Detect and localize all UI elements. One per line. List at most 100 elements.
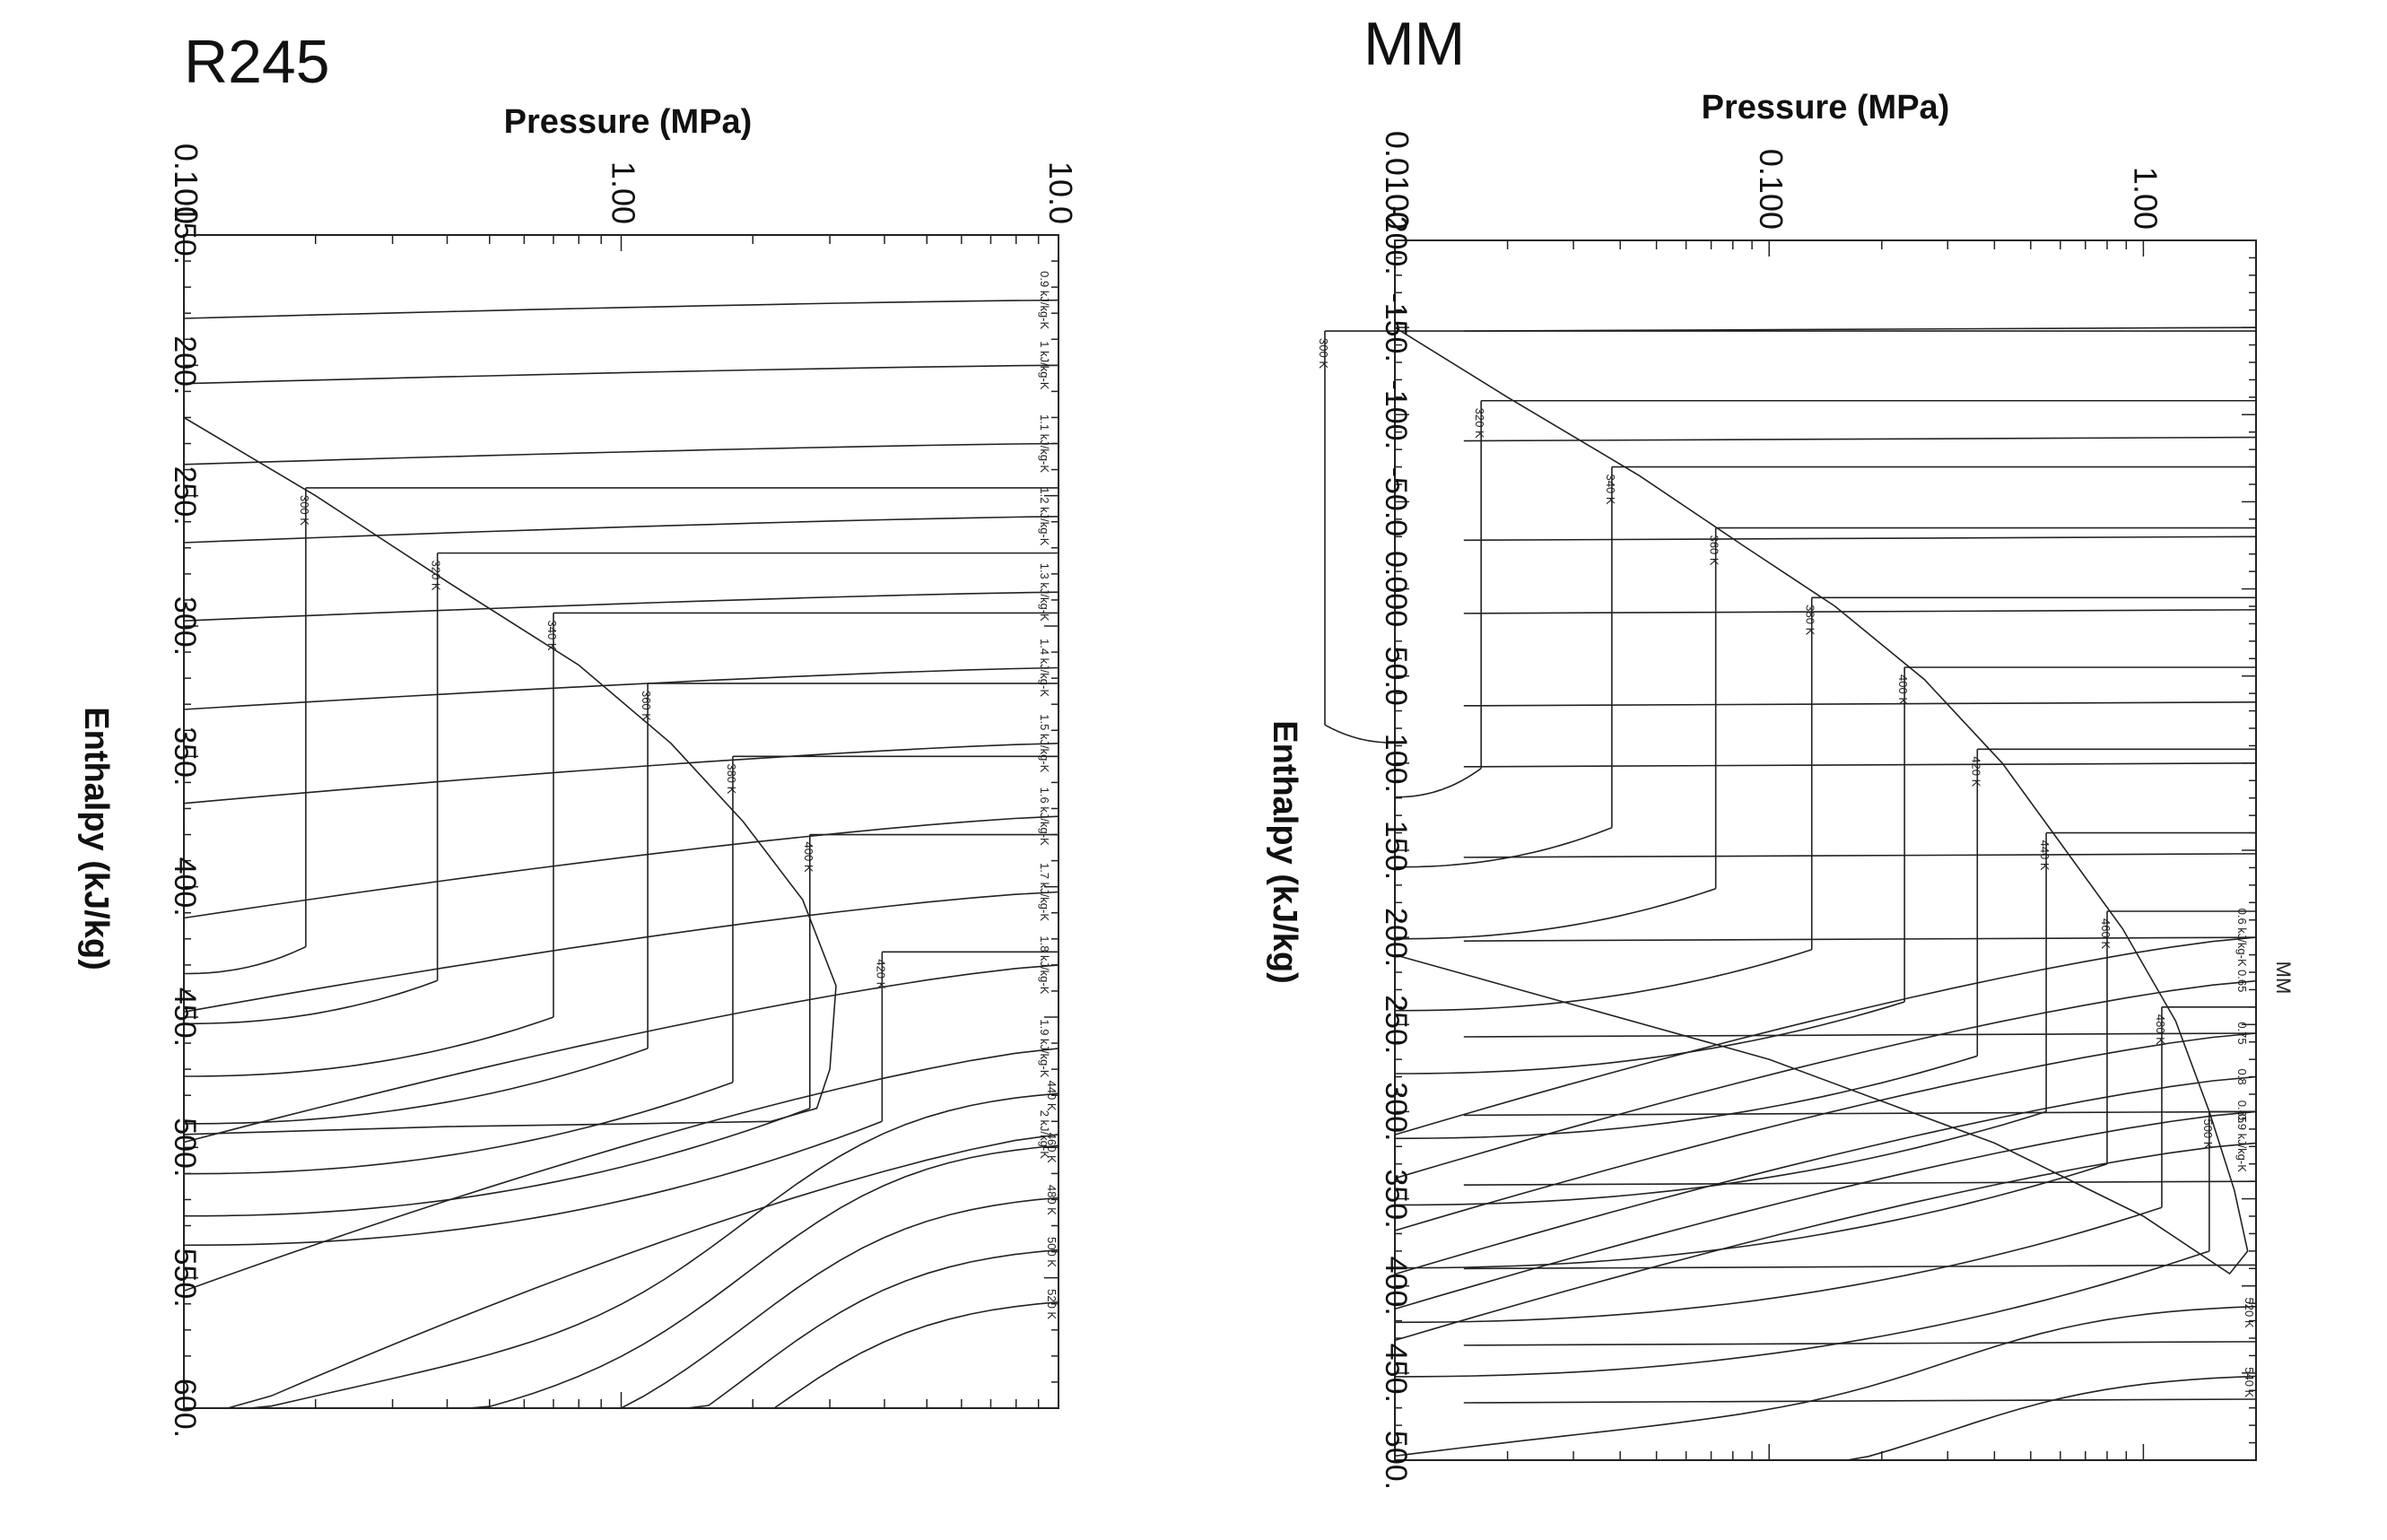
mm-y-tick-label: -200. (1379, 205, 1413, 275)
mm-supercritical-isotherm (1395, 1375, 2257, 1461)
r245-isentrope-label: 1.3 kJ/kg-K (1038, 563, 1051, 622)
mm-isentrope-label: 0.8 (2235, 1069, 2249, 1085)
mm-isotherm-vapor (1395, 1110, 2047, 1206)
mm-isotherm-label: 300 K (1317, 338, 1330, 369)
mm-isentrope (1394, 1110, 2257, 1310)
mm-isotherm-vapor (1395, 826, 1613, 868)
r245-isotherm-label: 380 K (725, 763, 738, 794)
mm-x-tick-label: 1.00 (2127, 167, 2164, 230)
r245-isentrope (183, 299, 1059, 319)
r245-isentrope (183, 364, 1059, 385)
r245-isentrope-label: 1.1 kJ/kg-K (1038, 414, 1051, 473)
mm-isotherm-vapor (1394, 1250, 2210, 1378)
mm-isotherm-label: 320 K (1473, 408, 1486, 439)
mm-isentrope (1394, 1075, 2257, 1275)
mm-isentrope-label: 0.75 (2235, 1022, 2249, 1044)
mm-x-axis-title: Pressure (MPa) (1702, 89, 1950, 126)
mm-isentrope (1394, 1142, 2257, 1342)
r245-y-tick-label: 400. (168, 857, 202, 917)
r245-isotherm-label: 320 K (430, 561, 443, 591)
mm-isobar-row (1463, 1032, 2257, 1038)
mm-title: MM (1363, 10, 1465, 78)
r245-isotherm-vapor (183, 1081, 734, 1175)
mm-y-tick-label: 400. (1379, 1257, 1413, 1316)
mm-isobar-row (1463, 1110, 2257, 1117)
mm-isentrope-label: 0.9 kJ/kg-K (2235, 1114, 2249, 1172)
mm-isotherm-label: 460 K (2099, 918, 2113, 949)
r245-ticks (183, 234, 1059, 1409)
r245-x-axis-title: Pressure (MPa) (504, 103, 753, 141)
mm-y-tick-label: 100. (1379, 734, 1413, 793)
mm-isotherm-vapor (1395, 948, 1812, 1012)
r245-y-tick-label: 600. (168, 1379, 202, 1438)
mm-x-tick-label: 0.100 (1753, 149, 1790, 230)
r245-isentrope-label: 1 kJ/kg-K (1038, 341, 1051, 390)
r245-isotherm-label: 500 K (1045, 1237, 1058, 1267)
mm-isobar-row (1463, 853, 2257, 858)
r245-isentrope (183, 666, 1059, 710)
r245-isentrope (183, 516, 1059, 544)
mm-y-tick-label: -150. (1379, 292, 1413, 362)
mm-y-tick-label: 150. (1379, 821, 1413, 880)
mm-isotherm-label: 340 K (1604, 474, 1617, 505)
mm-isentrope-label: 0.65 (2235, 970, 2249, 992)
mm-isotherm-label: 440 K (2038, 840, 2052, 871)
mm-isotherm-label: 360 K (1708, 535, 1721, 566)
mm-isentrope-label: 0.6 kJ/kg-K (2235, 909, 2249, 967)
mm-saturation-dome (1394, 326, 2249, 1275)
r245-isotherm-label: 480 K (1045, 1185, 1058, 1215)
mm-labels: 0.0100 0.100 1.00 -200. -150. -100. -50.0 0.000… (1317, 131, 2256, 1490)
mm-isobar-row (1463, 326, 2257, 332)
mm-isobar-row (1463, 609, 2257, 614)
r245-y-tick-label: 500. (168, 1118, 202, 1177)
r245-isotherm-vapor (183, 1120, 883, 1247)
r245-isentrope-label: 2 kJ/kg-K (1038, 1110, 1051, 1160)
mm-isotherm-label: 400 K (1896, 674, 1910, 705)
r245-isentrope (183, 442, 1059, 465)
mm-isotherm-label: 540 K (2243, 1367, 2256, 1397)
mm-isotherm-label: 420 K (1969, 756, 1982, 787)
mm-y-tick-label: 300. (1379, 1082, 1413, 1141)
r245-isentrope (183, 964, 1059, 1144)
mm-y-tick-label: 0.000 (1379, 551, 1413, 627)
mm-y-tick-label: -100. (1379, 380, 1413, 450)
r245-isotherm-label: 520 K (1045, 1289, 1058, 1319)
mm-isotherm-label: 520 K (2243, 1298, 2256, 1328)
mm-isobar-row (1463, 1341, 2257, 1346)
mm-y-tick-label: 500. (1379, 1431, 1413, 1490)
mm-y-tick-label: 350. (1379, 1169, 1413, 1228)
r245-isentrope-label: 1.5 kJ/kg-K (1038, 714, 1051, 772)
mm-panel: MM Pressure (MPa) Enthalpy (kJ/kg) MM 0.… (1266, 10, 2295, 1490)
r245-y-tick-label: 200. (168, 335, 202, 395)
r245-supercritical-isotherm (184, 1301, 1059, 1409)
r245-isotherm-vapor (184, 1016, 554, 1077)
r245-y-axis-title: Enthalpy (kJ/kg) (77, 707, 115, 970)
r245-isotherm-label: 400 K (802, 842, 815, 873)
mm-isotherm-vapor (1395, 768, 1482, 798)
r245-isotherm-vapor (184, 945, 307, 975)
r245-y-tick-label: 550. (168, 1249, 202, 1308)
r245-supercritical-isotherm (184, 1144, 1059, 1409)
r245-labels: 0.100 1.00 10.0 150. 200. 250. 300. 350. 400. 450… (168, 144, 1079, 1438)
r245-isotherm-vapor (183, 1048, 649, 1125)
r245-supercritical-isotherm (184, 1249, 1059, 1409)
r245-isentrope-label: 1.9 kJ/kg-K (1038, 1019, 1051, 1077)
mm-isotherm-vapor (1394, 1055, 1978, 1140)
mm-isotherm-vapor (1394, 1206, 2163, 1324)
mm-x-tick-label: 0.0100 (1379, 131, 1416, 230)
mm-isobar-row (1463, 1398, 2257, 1404)
r245-x-tick-label: 1.00 (605, 161, 642, 224)
r245-isotherm-label: 340 K (545, 620, 559, 650)
r245-isotherm-vapor (184, 979, 438, 1025)
mm-isobar-row (1463, 436, 2257, 442)
r245-curves (183, 299, 1059, 1409)
r245-isotherm-label: 460 K (1045, 1133, 1058, 1163)
r245-isotherm-vapor (184, 1107, 811, 1217)
mm-isobar-row (1463, 535, 2257, 542)
mm-supercritical-isotherm (1394, 1305, 2257, 1457)
r245-supercritical-isotherm (184, 1092, 1059, 1409)
r245-panel: R245 Pressure (MPa) Enthalpy (kJ/kg) 0.1… (77, 28, 1079, 1438)
mm-isotherm-label: 500 K (2201, 1118, 2215, 1149)
r245-saturation-dome (183, 416, 837, 1135)
r245-y-tick-label: 450. (168, 988, 202, 1047)
